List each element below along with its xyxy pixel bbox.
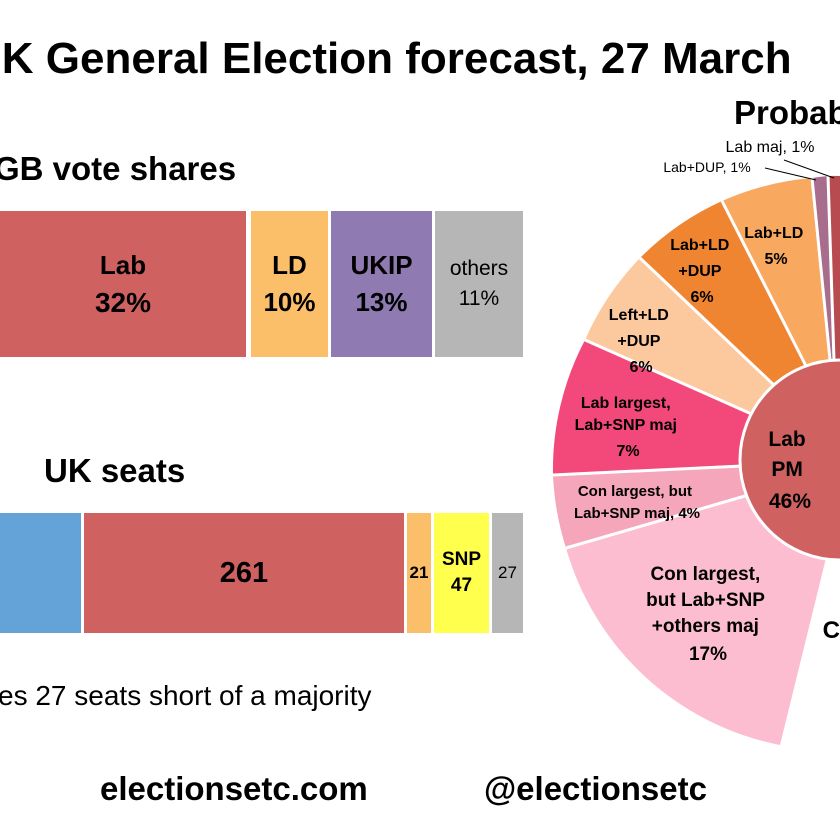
label-con-largest-snp-others: Con largest, but Lab+SNP +others maj 17% <box>646 564 770 665</box>
label-lab-largest: Lab largest, Lab+SNP maj 7% <box>575 395 682 460</box>
label-lab-dup: Lab+DUP, 1% <box>663 159 750 175</box>
seat-bar-snp-label: SNP <box>441 549 482 570</box>
vote-bar-lab-value: 32% <box>94 286 152 318</box>
seat-bar-ld-value: 21 <box>409 563 429 582</box>
vote-bar-ukip-value: 13% <box>355 287 408 317</box>
label-inner-value: 46% <box>769 490 811 513</box>
label-con-largest-snp-others-line2: but Lab+SNP <box>646 590 765 611</box>
label-left-ld-dup-line3: 6% <box>629 359 652 376</box>
seat-bar-ld: 21 <box>407 513 431 633</box>
pie-slice-lab-ld <box>722 178 830 366</box>
vote-bar-ld: LD 10% <box>251 211 328 357</box>
label-con-largest-snp-line2: Lab+SNP maj, 4% <box>574 505 700 522</box>
vote-bar-lab: Lab 32% <box>0 211 246 357</box>
label-lab-ld-dup-line3: 6% <box>690 289 713 306</box>
label-con-partial: C <box>823 617 840 644</box>
label-lab-maj: Lab maj, 1% <box>726 139 815 156</box>
label-con-largest-snp: Con largest, but Lab+SNP maj, 4% <box>574 483 700 522</box>
label-left-ld-dup: Left+LD +DUP 6% <box>609 307 673 376</box>
seat-bar-lab: 261 <box>84 513 404 633</box>
label-lab-largest-line1: Lab largest, <box>581 395 671 412</box>
seats-heading: UK seats <box>44 452 186 489</box>
footer-handle: @electionsetc <box>484 770 707 807</box>
pie-slice-con-largest-snp-others <box>566 496 826 745</box>
label-inner-lab-pm: Lab PM 46% <box>768 428 811 513</box>
majority-note: es 27 seats short of a majority <box>0 680 372 711</box>
seat-bar-others: 27 <box>492 513 523 633</box>
probability-heading: Probab <box>734 94 840 131</box>
pie-slice-lab-maj <box>828 175 840 360</box>
pie-slice-con-largest-snp <box>553 466 745 548</box>
label-con-largest-snp-others-line1: Con largest, <box>650 564 760 585</box>
seat-bar-lab-value: 261 <box>219 556 269 589</box>
vote-bar-ld-label: LD <box>272 250 307 280</box>
seat-bar-con <box>0 513 81 633</box>
label-lab-ld-dup-line1: Lab+LD <box>670 237 729 254</box>
pie-slice-left-ld-dup <box>585 258 776 416</box>
label-lab-largest-line3: 7% <box>616 443 639 460</box>
vote-bar-others-value: 11% <box>458 287 500 310</box>
vote-bar-ld-value: 10% <box>263 287 316 317</box>
chart-title: UK General Election forecast, 27 March <box>0 34 792 83</box>
footer-website: electionsetc.com <box>100 770 368 807</box>
seat-bar-snp-value: 47 <box>450 575 473 596</box>
seat-bar-snp: SNP 47 <box>434 513 489 633</box>
vote-bar-others-label: others <box>449 257 509 280</box>
seat-bar-others-value: 27 <box>498 563 517 582</box>
vote-bar-ukip: UKIP 13% <box>331 211 432 357</box>
label-left-ld-dup-line1: Left+LD <box>609 307 669 324</box>
label-lab-ld: Lab+LD 5% <box>744 225 808 268</box>
label-con-largest-snp-others-line4: 17% <box>689 644 727 665</box>
label-lab-ld-dup-line2: +DUP <box>678 263 721 280</box>
vote-bar-others: others 11% <box>435 211 523 357</box>
pie-slice-lab-ld-dup <box>640 201 806 387</box>
vote-shares-heading: GB vote shares <box>0 150 237 187</box>
label-inner-pm: PM <box>771 458 803 481</box>
label-inner-lab: Lab <box>768 428 805 451</box>
vote-bar-ukip-label: UKIP <box>350 250 413 280</box>
label-con-largest-snp-line1: Con largest, but <box>578 483 692 500</box>
label-con-largest-snp-others-line3: +others maj <box>652 616 759 637</box>
pie-inner-lab-pm <box>738 358 840 562</box>
pie-slice-lab-largest <box>552 340 756 475</box>
label-lab-ld-dup: Lab+LD +DUP 6% <box>670 237 734 306</box>
label-lab-ld-line2: 5% <box>764 251 787 268</box>
vote-bar-lab-label: Lab <box>99 249 147 280</box>
label-lab-ld-line1: Lab+LD <box>744 225 803 242</box>
label-lab-largest-line2: Lab+SNP maj <box>575 417 677 434</box>
label-left-ld-dup-line2: +DUP <box>617 333 660 350</box>
